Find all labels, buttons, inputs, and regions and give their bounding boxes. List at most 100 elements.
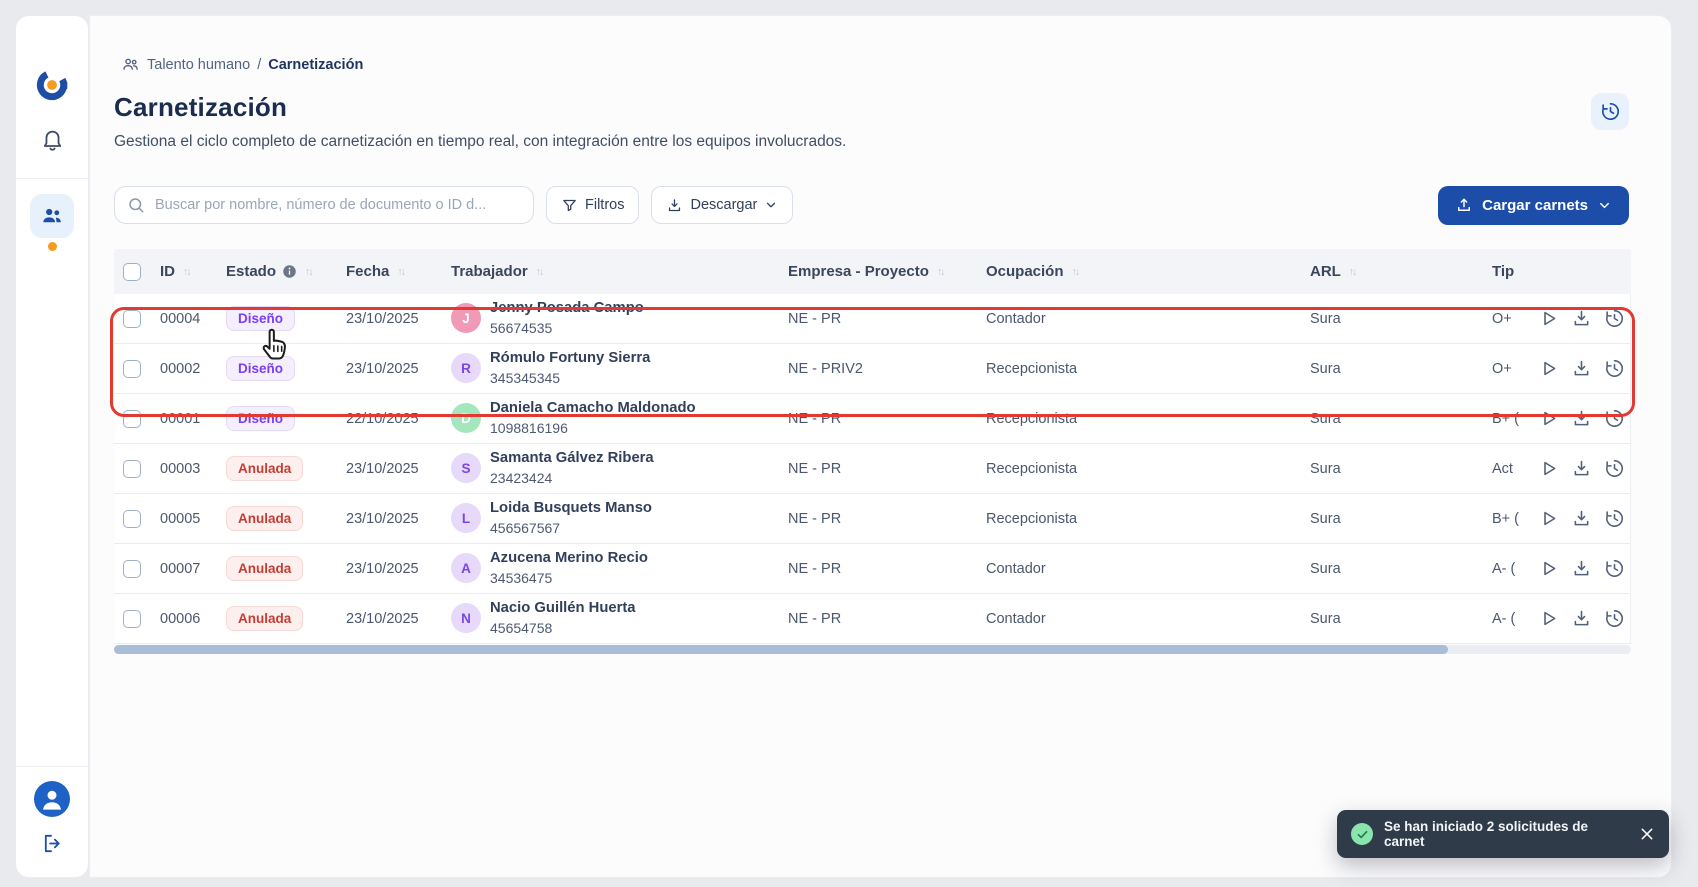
- status-badge[interactable]: Anulada: [226, 456, 304, 481]
- row-checkbox[interactable]: [123, 359, 141, 378]
- row-company-project: NE - PR: [788, 510, 842, 527]
- sort-icon[interactable]: ↑↓: [535, 265, 544, 278]
- filter-funnel-icon: [561, 197, 578, 214]
- play-button[interactable]: [1538, 458, 1559, 479]
- status-badge[interactable]: Diseño: [226, 406, 296, 431]
- sort-icon[interactable]: ↑↓: [183, 265, 191, 278]
- header-trabajador[interactable]: Trabajador ↑↓: [451, 263, 544, 280]
- table-header-row: ID ↑↓ Estado ↑↓ Fecha ↑↓ Trabajador ↑↓ Empr…: [114, 249, 1631, 294]
- sort-icon[interactable]: ↑↓: [1071, 265, 1080, 278]
- table-row[interactable]: 00002 Diseño 23/10/2025 R Rómulo Fortuny…: [114, 344, 1631, 394]
- history-button[interactable]: [1604, 458, 1625, 479]
- download-button[interactable]: [1571, 308, 1592, 329]
- history-button[interactable]: [1604, 358, 1625, 379]
- sort-icon[interactable]: ↑↓: [397, 265, 405, 278]
- logout-icon[interactable]: [41, 832, 64, 855]
- avatar: L: [451, 503, 481, 534]
- sidebar: [15, 15, 89, 878]
- table-row[interactable]: 00003 Anulada 23/10/2025 S Samanta Gálve…: [114, 444, 1631, 494]
- row-id: 00001: [160, 410, 201, 427]
- status-badge[interactable]: Diseño: [226, 306, 296, 331]
- table-row[interactable]: 00001 Diseño 22/10/2025 D Daniela Camach…: [114, 394, 1631, 444]
- history-button[interactable]: [1604, 308, 1625, 329]
- row-occupation: Recepcionista: [986, 410, 1078, 427]
- carnets-table: ID ↑↓ Estado ↑↓ Fecha ↑↓ Trabajador ↑↓ Empr…: [110, 249, 1635, 644]
- row-checkbox[interactable]: [123, 409, 141, 428]
- breadcrumb-current: Carnetización: [268, 56, 364, 73]
- download-button[interactable]: [1571, 608, 1592, 629]
- sort-icon[interactable]: ↑↓: [936, 265, 945, 278]
- avatar: A: [451, 553, 481, 584]
- header-id[interactable]: ID ↑↓: [160, 263, 191, 280]
- search-icon: [127, 196, 145, 214]
- app-logo-icon[interactable]: [35, 68, 69, 102]
- page-history-button[interactable]: [1591, 93, 1629, 130]
- row-blood-type: A- (: [1492, 610, 1516, 627]
- download-button[interactable]: [1571, 458, 1592, 479]
- row-checkbox[interactable]: [123, 509, 141, 528]
- breadcrumb-team-icon: [121, 55, 140, 74]
- header-ocupacion[interactable]: Ocupación ↑↓: [986, 263, 1080, 280]
- horizontal-scrollbar[interactable]: [114, 645, 1631, 654]
- status-badge[interactable]: Anulada: [226, 506, 304, 531]
- breadcrumb-separator: /: [257, 56, 262, 73]
- header-fecha[interactable]: Fecha ↑↓: [346, 263, 406, 280]
- download-button[interactable]: [1571, 558, 1592, 579]
- row-checkbox[interactable]: [123, 459, 141, 478]
- row-arl: Sura: [1310, 560, 1341, 577]
- play-button[interactable]: [1538, 608, 1559, 629]
- play-button[interactable]: [1538, 358, 1559, 379]
- play-button[interactable]: [1538, 308, 1559, 329]
- sidebar-notification-dot: [48, 242, 57, 251]
- user-avatar[interactable]: [34, 781, 70, 817]
- row-id: 00005: [160, 510, 201, 527]
- worker-name: Daniela Camacho Maldonado: [490, 400, 696, 417]
- play-button[interactable]: [1538, 508, 1559, 529]
- play-button[interactable]: [1538, 408, 1559, 429]
- history-button[interactable]: [1604, 508, 1625, 529]
- header-estado[interactable]: Estado ↑↓: [226, 263, 313, 280]
- row-checkbox[interactable]: [123, 309, 141, 328]
- sidebar-item-talento-humano[interactable]: [30, 194, 74, 238]
- filters-button[interactable]: Filtros: [546, 186, 640, 224]
- download-label: Descargar: [690, 197, 758, 213]
- scrollbar-thumb[interactable]: [114, 645, 1448, 654]
- notifications-bell-icon[interactable]: [40, 127, 65, 152]
- status-badge[interactable]: Anulada: [226, 556, 304, 581]
- history-button[interactable]: [1604, 558, 1625, 579]
- download-button[interactable]: Descargar: [651, 186, 794, 224]
- breadcrumb-section[interactable]: Talento humano: [147, 56, 251, 73]
- info-icon[interactable]: [282, 264, 297, 279]
- upload-carnets-button[interactable]: Cargar carnets: [1438, 185, 1629, 225]
- worker-document: 45654758: [490, 620, 553, 637]
- header-empresa-proyecto[interactable]: Empresa - Proyecto ↑↓: [788, 263, 945, 280]
- close-icon[interactable]: [1639, 826, 1655, 842]
- sort-icon[interactable]: ↑↓: [305, 265, 313, 278]
- table-row[interactable]: 00004 Diseño 23/10/2025 J Jenny Posada C…: [114, 294, 1631, 344]
- avatar: R: [451, 353, 481, 384]
- table-row[interactable]: 00006 Anulada 23/10/2025 N Nacio Guillén…: [114, 594, 1631, 644]
- table-row[interactable]: 00005 Anulada 23/10/2025 L Loida Busquet…: [114, 494, 1631, 544]
- download-button[interactable]: [1571, 508, 1592, 529]
- download-button[interactable]: [1571, 408, 1592, 429]
- play-button[interactable]: [1538, 558, 1559, 579]
- worker-document: 1098816196: [490, 420, 568, 437]
- search-input[interactable]: [153, 196, 521, 214]
- history-button[interactable]: [1604, 608, 1625, 629]
- header-tipo[interactable]: Tip: [1492, 263, 1515, 280]
- row-checkbox[interactable]: [123, 559, 141, 578]
- search-box[interactable]: [114, 186, 534, 224]
- history-button[interactable]: [1604, 408, 1625, 429]
- status-badge[interactable]: Anulada: [226, 606, 304, 631]
- row-checkbox[interactable]: [123, 609, 141, 628]
- table-row[interactable]: 00007 Anulada 23/10/2025 A Azucena Merin…: [114, 544, 1631, 594]
- header-arl[interactable]: ARL ↑↓: [1310, 263, 1357, 280]
- main-content: Talento humano / Carnetización Carnetiza…: [89, 15, 1672, 878]
- sort-icon[interactable]: ↑↓: [1348, 265, 1357, 278]
- row-company-project: NE - PRIV2: [788, 360, 863, 377]
- select-all-checkbox[interactable]: [123, 262, 141, 281]
- status-badge[interactable]: Diseño: [226, 356, 296, 381]
- worker-name: Rómulo Fortuny Sierra: [490, 350, 651, 367]
- page-title: Carnetización: [114, 92, 288, 122]
- download-button[interactable]: [1571, 358, 1592, 379]
